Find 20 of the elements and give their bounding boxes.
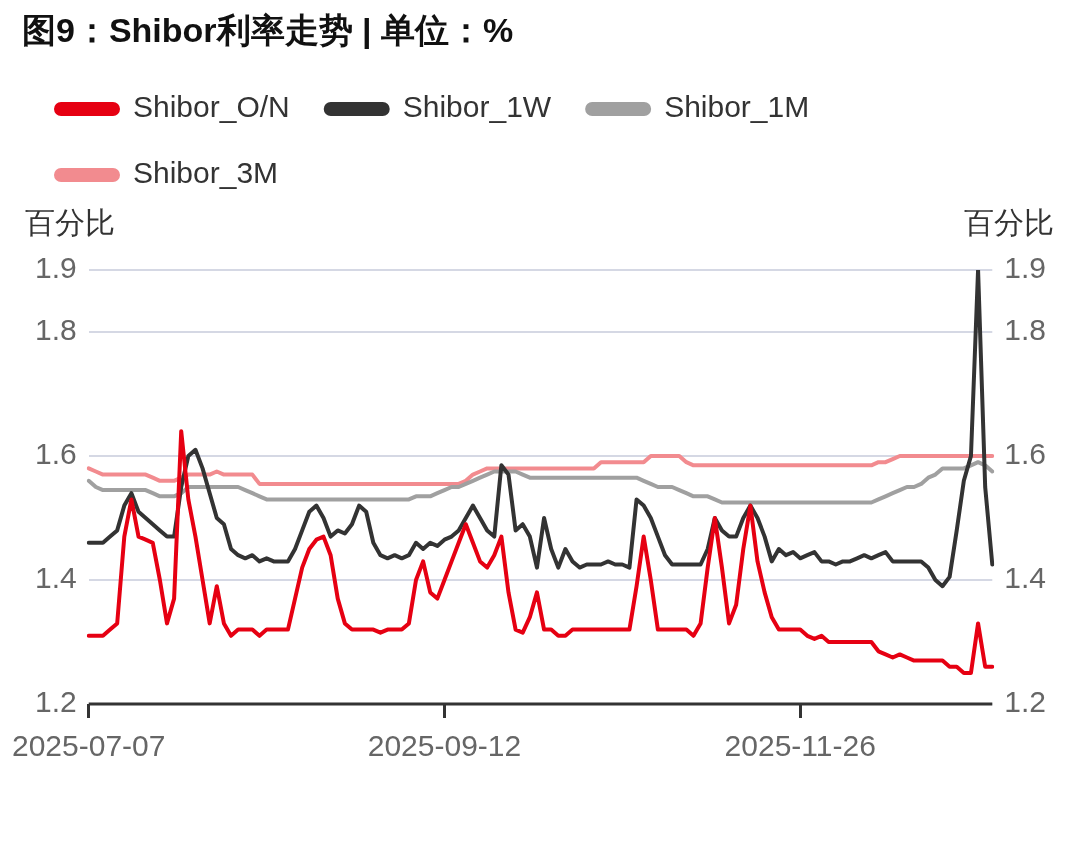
- y2-axis-title: 百分比: [964, 206, 1054, 240]
- y2-tick-label: 1.2: [1004, 685, 1047, 719]
- y-tick-label: 1.9: [35, 251, 77, 285]
- x-tick-label: 2025-07-07: [11, 729, 166, 763]
- y-tick-label: 1.8: [35, 313, 77, 347]
- y2-tick-label: 1.6: [1004, 437, 1047, 471]
- y-tick-label: 1.2: [35, 685, 77, 719]
- y-tick-label: 1.4: [35, 561, 77, 595]
- x-tick-label: 2025-09-12: [367, 729, 522, 763]
- y2-tick-label: 1.4: [1004, 561, 1047, 595]
- y-tick-label: 1.6: [35, 437, 77, 471]
- legend-label: Shibor_1W: [402, 90, 552, 124]
- x-tick-label: 2025-11-26: [724, 729, 876, 763]
- legend-label: Shibor_3M: [133, 156, 279, 190]
- y2-tick-label: 1.8: [1004, 313, 1047, 347]
- legend-label: Shibor_O/N: [133, 90, 290, 124]
- legend-label: Shibor_1M: [664, 90, 810, 124]
- y-axis-title: 百分比: [25, 206, 116, 240]
- chart-title: 图9：Shibor利率走势 | 单位：%: [22, 10, 514, 51]
- y2-tick-label: 1.9: [1004, 251, 1047, 285]
